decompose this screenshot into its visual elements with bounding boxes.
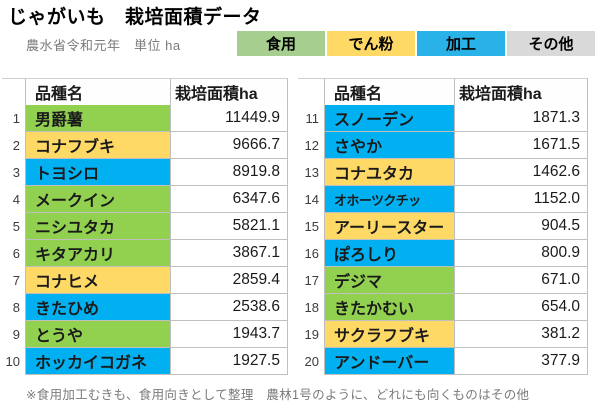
- area-value-cell: 6347.6: [171, 186, 288, 213]
- row-rank: 2: [2, 132, 25, 159]
- legend-item-processing: 加工: [417, 31, 505, 56]
- variety-name-cell: 男爵薯: [25, 105, 171, 132]
- area-value-cell: 2859.4: [171, 267, 288, 294]
- row-rank: 13: [298, 159, 324, 186]
- legend-item-other: その他: [507, 31, 595, 56]
- variety-name-cell: スノーデン: [324, 105, 455, 132]
- variety-name-cell: アーリースター: [324, 213, 455, 240]
- row-rank: 11: [298, 105, 324, 132]
- row-rank: 20: [298, 348, 324, 375]
- variety-name-cell: サクラフブキ: [324, 321, 455, 348]
- legend-item-food: 食用: [237, 31, 325, 56]
- header-spacer: [298, 78, 324, 106]
- row-rank: 17: [298, 267, 324, 294]
- area-value-cell: 1462.6: [455, 159, 588, 186]
- row-rank: 19: [298, 321, 324, 348]
- row-rank: 15: [298, 213, 324, 240]
- area-value-cell: 1927.5: [171, 348, 288, 375]
- row-rank: 6: [2, 240, 25, 267]
- row-rank: 9: [2, 321, 25, 348]
- variety-name-cell: デジマ: [324, 267, 455, 294]
- area-value-cell: 381.2: [455, 321, 588, 348]
- row-rank: 18: [298, 294, 324, 321]
- row-rank: 3: [2, 159, 25, 186]
- row-rank: 5: [2, 213, 25, 240]
- row-rank: 7: [2, 267, 25, 294]
- variety-name-cell: コナヒメ: [25, 267, 171, 294]
- variety-name-cell: オホーツクチッ: [324, 186, 455, 213]
- area-value-cell: 671.0: [455, 267, 588, 294]
- row-rank: 12: [298, 132, 324, 159]
- area-value-cell: 8919.8: [171, 159, 288, 186]
- ranking-table-right: 品種名 栽培面積ha 11 スノーデン 1871.3 12 さやか 1671.5 13 コナユタカ…: [298, 78, 588, 375]
- variety-name-cell: アンドーバー: [324, 348, 455, 375]
- column-header-area: 栽培面積ha: [171, 78, 288, 106]
- variety-name-cell: きたかむい: [324, 294, 455, 321]
- area-value-cell: 9666.7: [171, 132, 288, 159]
- area-value-cell: 2538.6: [171, 294, 288, 321]
- variety-name-cell: メークイン: [25, 186, 171, 213]
- header-spacer: [2, 78, 25, 106]
- variety-name-cell: ぽろしり: [324, 240, 455, 267]
- category-legend: 食用 でん粉 加工 その他: [237, 31, 595, 56]
- row-rank: 16: [298, 240, 324, 267]
- area-value-cell: 1152.0: [455, 186, 588, 213]
- area-value-cell: 1671.5: [455, 132, 588, 159]
- variety-name-cell: トヨシロ: [25, 159, 171, 186]
- area-value-cell: 1943.7: [171, 321, 288, 348]
- footnote: ※食用加工むきも、食用向きとして整理 農林1号のように、どれにも向くものはその他: [26, 388, 530, 402]
- column-header-variety: 品種名: [25, 78, 171, 106]
- legend-item-starch: でん粉: [327, 31, 415, 56]
- area-value-cell: 5821.1: [171, 213, 288, 240]
- variety-name-cell: キタアカリ: [25, 240, 171, 267]
- subtitle-source-unit: 農水省令和元年 単位 ha: [26, 38, 181, 53]
- area-value-cell: 800.9: [455, 240, 588, 267]
- variety-name-cell: とうや: [25, 321, 171, 348]
- variety-name-cell: きたひめ: [25, 294, 171, 321]
- area-value-cell: 377.9: [455, 348, 588, 375]
- column-header-variety: 品種名: [324, 78, 455, 106]
- variety-name-cell: コナフブキ: [25, 132, 171, 159]
- row-rank: 8: [2, 294, 25, 321]
- area-value-cell: 1871.3: [455, 105, 588, 132]
- variety-name-cell: ニシユタカ: [25, 213, 171, 240]
- variety-name-cell: ホッカイコガネ: [25, 348, 171, 375]
- page-title: じゃがいも 栽培面積データ: [8, 7, 262, 28]
- area-value-cell: 654.0: [455, 294, 588, 321]
- variety-name-cell: コナユタカ: [324, 159, 455, 186]
- ranking-table-left: 品種名 栽培面積ha 1 男爵薯 11449.9 2 コナフブキ 9666.7 3 トヨシロ 891…: [2, 78, 288, 375]
- variety-name-cell: さやか: [324, 132, 455, 159]
- column-header-area: 栽培面積ha: [455, 78, 588, 106]
- area-value-cell: 904.5: [455, 213, 588, 240]
- row-rank: 14: [298, 186, 324, 213]
- row-rank: 4: [2, 186, 25, 213]
- area-value-cell: 11449.9: [171, 105, 288, 132]
- row-rank: 10: [2, 348, 25, 375]
- area-value-cell: 3867.1: [171, 240, 288, 267]
- row-rank: 1: [2, 105, 25, 132]
